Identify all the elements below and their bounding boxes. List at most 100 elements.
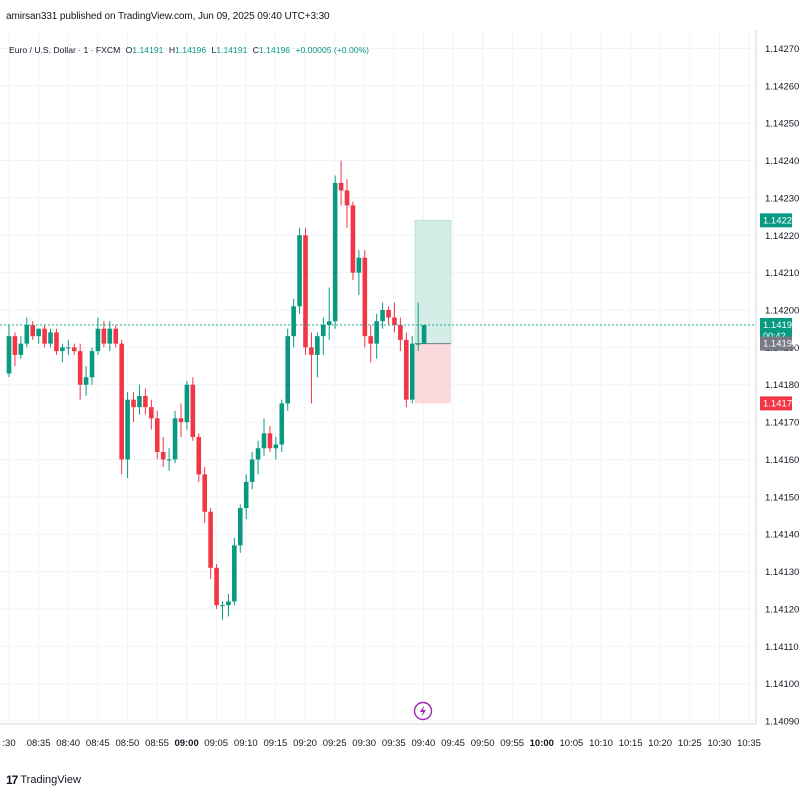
candle-body — [107, 328, 113, 344]
candle-body — [190, 384, 196, 438]
price-label-text: 1.14224 — [763, 215, 797, 226]
price-tick-label: 1.14130 — [765, 567, 799, 578]
candle — [344, 179, 350, 228]
candle-body — [404, 339, 409, 400]
event-icon[interactable] — [413, 701, 433, 721]
candle — [60, 343, 65, 363]
candle-body — [303, 235, 308, 348]
time-tick-label: 09:20 — [293, 738, 317, 749]
candle-body — [208, 511, 213, 568]
legend-symbol: Euro / U.S. Dollar · 1 · FXCM — [9, 45, 120, 55]
candle-body — [309, 347, 314, 355]
time-tick-label: 10:15 — [619, 738, 643, 749]
candle-body — [279, 403, 285, 445]
time-tick-label: 09:35 — [382, 738, 406, 749]
price-label-bg — [760, 396, 792, 411]
candle-body — [125, 399, 130, 460]
candle-body — [398, 324, 403, 340]
time-tick-label: 08:45 — [86, 738, 110, 749]
price-tick-label: 1.14200 — [765, 306, 799, 317]
candle-body — [374, 321, 379, 344]
candle-body — [232, 545, 237, 602]
price-axis[interactable]: 1.14270 1.14260 1.14250 1.14240 1.14230 1.142… — [765, 44, 799, 728]
candle-body — [30, 324, 36, 337]
candle — [291, 298, 296, 348]
legend-close-value: 1.14196 — [259, 45, 290, 55]
time-tick-label: 09:10 — [234, 738, 258, 749]
price-tick-label: 1.14250 — [765, 119, 799, 130]
candle — [36, 328, 41, 344]
price-label-target: 1.14224 — [760, 213, 797, 228]
candle-body — [291, 306, 296, 337]
candle — [89, 347, 95, 385]
candle-body — [184, 384, 190, 423]
candle-body — [24, 324, 30, 344]
candle-body — [368, 336, 374, 344]
time-axis[interactable]: :30 08:35 08:40 08:45 08:50 08:55 09:00 09:05 09… — [0, 30, 761, 749]
candle — [202, 466, 207, 523]
price-tick-label: 1.14220 — [765, 231, 799, 242]
time-tick-label: 09:55 — [500, 738, 524, 749]
candle-body — [315, 336, 320, 355]
price-tick-label: 1.14170 — [765, 418, 799, 429]
time-tick-label: 09:40 — [412, 738, 436, 749]
candle — [131, 392, 136, 423]
candle — [30, 321, 36, 340]
candle-body — [172, 418, 178, 460]
candle — [178, 403, 184, 438]
candle — [409, 336, 415, 404]
candle — [149, 399, 154, 430]
time-tick-label: 09:30 — [352, 738, 376, 749]
candle — [6, 324, 12, 378]
candle-body — [89, 351, 95, 378]
chart-legend[interactable]: Euro / U.S. Dollar · 1 · FXCM O1.14191 H… — [9, 45, 369, 55]
tradingview-logo[interactable]: 17 — [6, 773, 18, 787]
candle-body — [356, 257, 362, 273]
candle — [315, 332, 320, 378]
candle-body — [71, 347, 77, 352]
price-tick-label: 1.14110 — [765, 642, 799, 653]
legend-low-value: 1.14191 — [216, 45, 247, 55]
candle — [362, 250, 368, 348]
candle — [42, 324, 47, 348]
candle — [421, 324, 427, 344]
candle — [66, 339, 71, 355]
candle-body — [267, 433, 273, 449]
candle-body — [48, 332, 53, 344]
candle-body — [415, 343, 421, 345]
candle — [356, 250, 362, 296]
candle-body — [143, 395, 148, 408]
long-position-tool[interactable] — [414, 220, 452, 404]
candle — [101, 321, 107, 348]
candle-body — [255, 448, 261, 460]
price-label-entry: 1.14191 — [760, 336, 797, 351]
candle — [71, 343, 77, 355]
candle — [309, 332, 314, 404]
candle — [261, 418, 267, 456]
time-tick-label: 10:20 — [648, 738, 672, 749]
candle — [190, 377, 196, 441]
candle — [12, 332, 18, 367]
candle-body — [421, 324, 427, 344]
price-tick-label: 1.14160 — [765, 455, 799, 466]
candle-body — [149, 407, 154, 419]
time-tick-label: 10:10 — [589, 738, 613, 749]
candle-body — [332, 182, 338, 322]
time-tick-label: 09:05 — [204, 738, 228, 749]
candle — [77, 343, 83, 400]
candle — [374, 313, 379, 359]
candle — [380, 302, 385, 329]
candle-body — [320, 324, 326, 337]
candle-body — [380, 310, 385, 322]
time-tick-label: :30 — [2, 738, 15, 749]
candle-body — [243, 481, 249, 509]
tradingview-brand[interactable]: TradingView — [20, 774, 81, 786]
grid — [0, 30, 756, 724]
candle — [350, 201, 356, 281]
candle-body — [60, 347, 65, 352]
candle-body — [178, 418, 184, 423]
candle — [415, 302, 421, 352]
candle — [143, 388, 148, 415]
